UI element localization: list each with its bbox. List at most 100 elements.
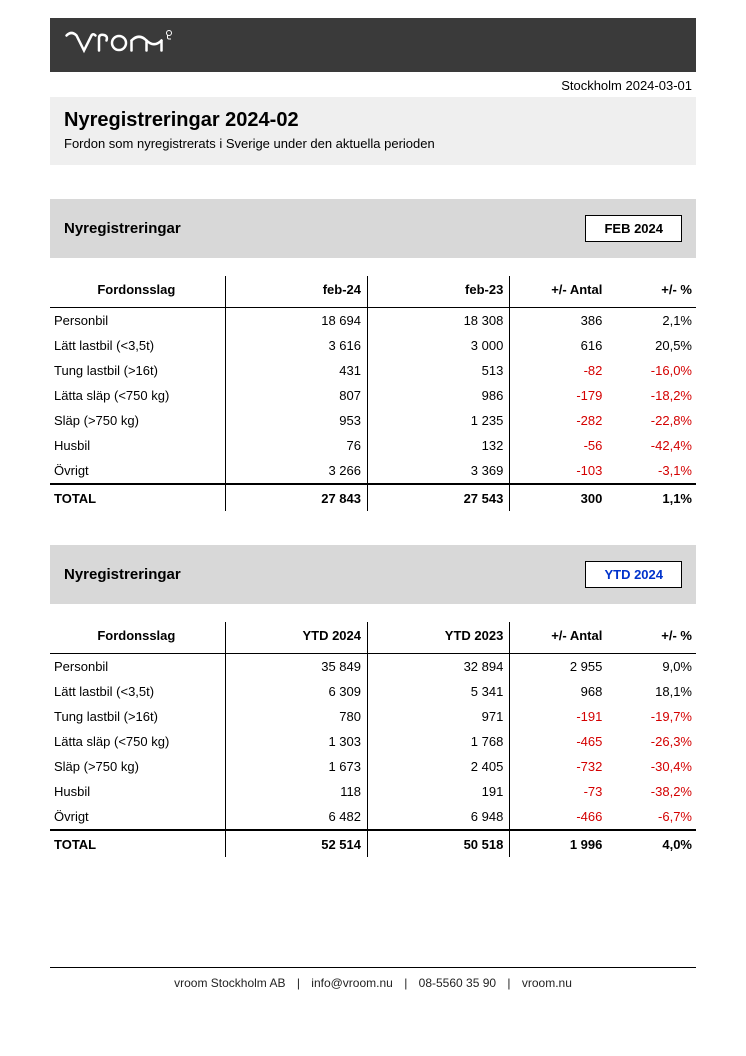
row-value: -3,1% <box>608 458 696 484</box>
total-value: 300 <box>510 484 609 511</box>
column-header: +/- Antal <box>510 622 609 654</box>
row-value: 968 <box>510 679 609 704</box>
row-value: 1 673 <box>225 754 367 779</box>
section-header: NyregistreringarYTD 2024 <box>50 545 696 604</box>
row-value: -466 <box>510 804 609 830</box>
row-value: 971 <box>368 704 510 729</box>
row-value: 2 955 <box>510 654 609 680</box>
row-value: -82 <box>510 358 609 383</box>
row-value: 3 369 <box>368 458 510 484</box>
row-category: Tung lastbil (>16t) <box>50 704 225 729</box>
row-value: 6 309 <box>225 679 367 704</box>
row-category: Husbil <box>50 433 225 458</box>
table-row: Lätta släp (<750 kg)807986-179-18,2% <box>50 383 696 408</box>
footer-phone: 08-5560 35 90 <box>419 976 496 990</box>
row-value: 3 000 <box>368 333 510 358</box>
row-category: Lätta släp (<750 kg) <box>50 383 225 408</box>
total-value: 50 518 <box>368 830 510 857</box>
row-category: Personbil <box>50 654 225 680</box>
row-value: 1 303 <box>225 729 367 754</box>
column-header: Fordonsslag <box>50 622 225 654</box>
column-header: YTD 2024 <box>225 622 367 654</box>
table-row: Tung lastbil (>16t)431513-82-16,0% <box>50 358 696 383</box>
row-value: 132 <box>368 433 510 458</box>
row-value: -73 <box>510 779 609 804</box>
row-category: Släp (>750 kg) <box>50 754 225 779</box>
row-value: 20,5% <box>608 333 696 358</box>
row-category: Husbil <box>50 779 225 804</box>
row-value: 191 <box>368 779 510 804</box>
row-value: -16,0% <box>608 358 696 383</box>
row-value: 3 616 <box>225 333 367 358</box>
footer-company: vroom Stockholm AB <box>174 976 285 990</box>
column-header: feb-23 <box>368 276 510 308</box>
row-value: 5 341 <box>368 679 510 704</box>
row-value: 3 266 <box>225 458 367 484</box>
row-value: 76 <box>225 433 367 458</box>
table-row: Lätt lastbil (<3,5t)6 3095 34196818,1% <box>50 679 696 704</box>
row-value: 35 849 <box>225 654 367 680</box>
footer-web: vroom.nu <box>522 976 572 990</box>
table-row: Släp (>750 kg)9531 235-282-22,8% <box>50 408 696 433</box>
row-value: -19,7% <box>608 704 696 729</box>
footer-email: info@vroom.nu <box>311 976 393 990</box>
row-value: 2 405 <box>368 754 510 779</box>
row-value: -26,3% <box>608 729 696 754</box>
row-value: -103 <box>510 458 609 484</box>
total-value: 27 543 <box>368 484 510 511</box>
row-value: 953 <box>225 408 367 433</box>
row-value: 513 <box>368 358 510 383</box>
page-subtitle: Fordon som nyregistrerats i Sverige unde… <box>64 136 682 151</box>
total-label: TOTAL <box>50 830 225 857</box>
row-value: 616 <box>510 333 609 358</box>
section-title: Nyregistreringar <box>64 566 181 583</box>
column-header: feb-24 <box>225 276 367 308</box>
row-value: 2,1% <box>608 308 696 334</box>
row-category: Lätt lastbil (<3,5t) <box>50 333 225 358</box>
title-block: Nyregistreringar 2024-02 Fordon som nyre… <box>50 97 696 165</box>
row-category: Lätta släp (<750 kg) <box>50 729 225 754</box>
total-value: 52 514 <box>225 830 367 857</box>
page-title: Nyregistreringar 2024-02 <box>64 109 682 132</box>
row-value: -732 <box>510 754 609 779</box>
row-value: 18 308 <box>368 308 510 334</box>
row-value: 1 768 <box>368 729 510 754</box>
row-value: 986 <box>368 383 510 408</box>
row-value: -179 <box>510 383 609 408</box>
row-category: Personbil <box>50 308 225 334</box>
row-value: 780 <box>225 704 367 729</box>
row-category: Övrigt <box>50 458 225 484</box>
row-value: 431 <box>225 358 367 383</box>
row-value: -282 <box>510 408 609 433</box>
table-row: Övrigt3 2663 369-103-3,1% <box>50 458 696 484</box>
table-row: Husbil76132-56-42,4% <box>50 433 696 458</box>
row-value: 9,0% <box>608 654 696 680</box>
row-value: -30,4% <box>608 754 696 779</box>
row-value: 118 <box>225 779 367 804</box>
table-row: Lätt lastbil (<3,5t)3 6163 00061620,5% <box>50 333 696 358</box>
row-value: -18,2% <box>608 383 696 408</box>
table-row: Släp (>750 kg)1 6732 405-732-30,4% <box>50 754 696 779</box>
column-header: +/- % <box>608 622 696 654</box>
row-value: -56 <box>510 433 609 458</box>
row-value: -38,2% <box>608 779 696 804</box>
section-title: Nyregistreringar <box>64 220 181 237</box>
table-total-row: TOTAL27 84327 5433001,1% <box>50 484 696 511</box>
table-row: Personbil18 69418 3083862,1% <box>50 308 696 334</box>
row-value: -6,7% <box>608 804 696 830</box>
document-date: Stockholm 2024-03-01 <box>50 72 696 93</box>
row-category: Lätt lastbil (<3,5t) <box>50 679 225 704</box>
row-value: -42,4% <box>608 433 696 458</box>
total-label: TOTAL <box>50 484 225 511</box>
total-value: 4,0% <box>608 830 696 857</box>
total-value: 1 996 <box>510 830 609 857</box>
column-header: YTD 2023 <box>368 622 510 654</box>
row-value: 1 235 <box>368 408 510 433</box>
row-value: 18 694 <box>225 308 367 334</box>
table-row: Personbil35 84932 8942 9559,0% <box>50 654 696 680</box>
total-value: 27 843 <box>225 484 367 511</box>
row-value: -465 <box>510 729 609 754</box>
row-category: Övrigt <box>50 804 225 830</box>
row-category: Släp (>750 kg) <box>50 408 225 433</box>
table-row: Övrigt6 4826 948-466-6,7% <box>50 804 696 830</box>
